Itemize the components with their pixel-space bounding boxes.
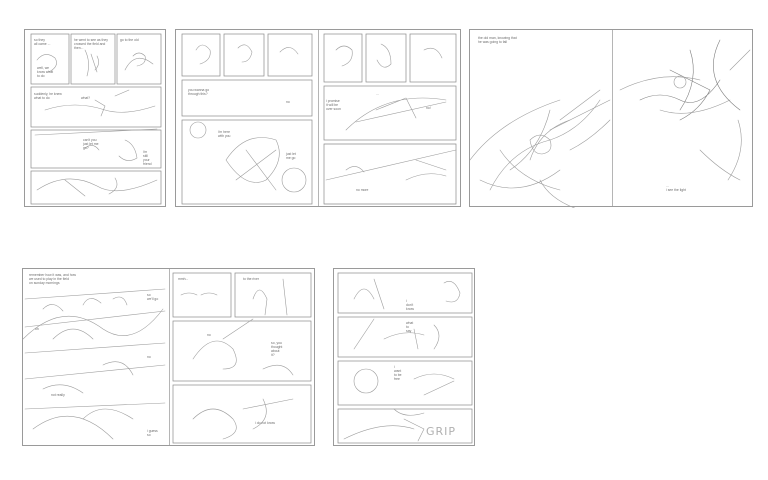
caption: the old man, knowing that <box>478 36 517 40</box>
spread-gutter <box>318 30 319 206</box>
caption: thought <box>271 345 283 349</box>
caption: i guess <box>147 429 158 433</box>
caption: with you <box>218 134 231 138</box>
caption: me go <box>286 156 296 160</box>
caption: oh <box>35 327 39 331</box>
caption: no! <box>426 106 431 110</box>
caption: through this? <box>188 92 208 96</box>
storyboard-page-1: so they all came ... he went to see as t… <box>24 29 166 207</box>
spread-4-sketch <box>23 272 312 444</box>
caption: then... <box>74 46 84 50</box>
caption: know <box>406 307 414 311</box>
caption: i'm here <box>218 130 230 134</box>
spread-gutter <box>612 30 613 206</box>
spread-2-sketch <box>181 33 457 205</box>
caption: we used to play in the field <box>29 277 69 281</box>
caption: so <box>147 293 151 297</box>
caption: your <box>143 158 150 162</box>
caption: i <box>406 299 407 303</box>
spread-3-sketch <box>470 39 751 208</box>
page-1-sketch <box>30 33 162 205</box>
caption: what <box>406 321 414 325</box>
caption: well, we <box>37 66 50 70</box>
storyboard-page-5: i don't know what to say i want to be fr… <box>333 268 475 446</box>
storyboard-spread-4: remember how it was, and how we used to … <box>22 268 315 446</box>
caption: you wanna go <box>188 88 210 92</box>
storyboard-spread-2: you wanna go through this? no i'm here w… <box>175 29 461 207</box>
caption: go? <box>83 146 89 150</box>
caption: i'm <box>143 150 148 154</box>
caption: it? <box>271 353 275 357</box>
caption: say <box>406 329 412 333</box>
caption: he was going to fall <box>478 40 508 44</box>
spread-gutter <box>169 269 170 445</box>
caption: not really <box>51 393 65 397</box>
caption: mmh... <box>178 277 189 281</box>
caption: still <box>143 154 148 158</box>
caption: i do not know <box>255 421 275 425</box>
caption: know what <box>37 70 54 74</box>
caption: remember how it was, and how <box>29 273 76 277</box>
caption: i see the light <box>666 188 686 192</box>
caption: to the river <box>243 277 260 281</box>
caption: on sunday mornings <box>29 281 60 285</box>
caption: just let me <box>83 142 99 146</box>
caption: can't you <box>83 138 97 142</box>
caption: ... <box>666 184 669 188</box>
caption: so they <box>34 38 45 42</box>
caption: about <box>271 349 280 353</box>
caption: want <box>394 369 402 373</box>
caption: suddenly, he knew <box>34 92 62 96</box>
caption: i promise <box>326 99 340 103</box>
caption: no <box>207 333 211 337</box>
caption: all came ... <box>34 42 51 46</box>
sound-effect: GRIP <box>426 425 457 438</box>
caption: so <box>147 433 151 437</box>
caption: i <box>394 365 395 369</box>
caption: don't <box>406 303 414 307</box>
caption: what? <box>81 96 91 100</box>
caption: so, you <box>271 341 282 345</box>
caption: to do <box>37 74 45 78</box>
caption: free <box>394 377 400 381</box>
caption: go to the old <box>120 38 139 42</box>
caption: no more <box>356 188 369 192</box>
caption: to <box>406 325 409 329</box>
caption: he went to see as they <box>74 38 108 42</box>
caption: what to do <box>34 96 50 100</box>
caption: to be <box>394 373 402 377</box>
caption: it will be <box>326 103 339 107</box>
caption: crossed the field and <box>74 42 106 46</box>
page-5-sketch <box>337 272 473 444</box>
storyboard-spread-3: the old man, knowing that he was going t… <box>469 29 753 208</box>
caption: just let <box>286 152 296 156</box>
caption: no <box>286 100 290 104</box>
caption: no <box>147 355 151 359</box>
caption: over soon <box>326 107 341 111</box>
caption: ... <box>376 92 379 96</box>
caption: friend <box>143 162 152 166</box>
caption: we'll go <box>147 297 159 301</box>
